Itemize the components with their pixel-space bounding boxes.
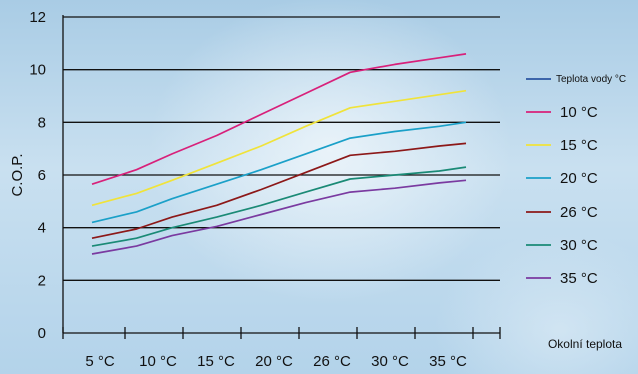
legend-label: 26 °C xyxy=(560,204,598,221)
legend-label: 20 °C xyxy=(560,170,598,187)
y-tick-label: 0 xyxy=(38,325,46,342)
y-tick-label: 10 xyxy=(29,62,46,79)
y-tick-label: 8 xyxy=(38,114,46,131)
x-tick-label: 20 °C xyxy=(255,353,293,370)
legend-label: 35 °C xyxy=(560,270,598,287)
legend-label: 10 °C xyxy=(560,104,598,121)
series-line-2 xyxy=(91,89,467,207)
x-tick-label: 5 °C xyxy=(85,353,115,370)
x-axis-title: Okolní teplota xyxy=(548,337,622,351)
x-tick-label: 26 °C xyxy=(313,353,351,370)
x-tick-label: 35 °C xyxy=(429,353,467,370)
y-tick-label: 4 xyxy=(38,220,46,237)
legend-label: 30 °C xyxy=(560,237,598,254)
legend-header-label: Teplota vody °C xyxy=(556,74,626,85)
series-line-5 xyxy=(91,166,467,247)
series-line-3 xyxy=(91,121,467,224)
y-tick-label: 2 xyxy=(38,272,46,289)
y-axis-title: C.O.P. xyxy=(9,153,26,196)
legend-label: 15 °C xyxy=(560,137,598,154)
y-tick-label: 12 xyxy=(29,9,46,26)
x-tick-label: 30 °C xyxy=(371,353,409,370)
x-tick-label: 15 °C xyxy=(197,353,235,370)
x-tick-label: 10 °C xyxy=(139,353,177,370)
series-line-6 xyxy=(91,179,467,255)
y-tick-label: 6 xyxy=(38,167,46,184)
series-line-1 xyxy=(91,53,467,186)
series-line-4 xyxy=(91,142,467,240)
